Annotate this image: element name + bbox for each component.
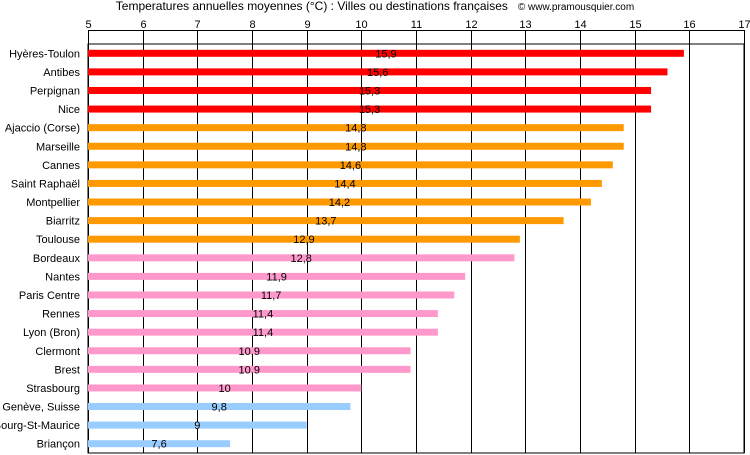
bar — [88, 86, 652, 94]
category-label: Biarritz — [46, 216, 80, 228]
bar — [88, 328, 438, 336]
value-label: 15,6 — [367, 67, 388, 79]
bar — [88, 310, 438, 318]
bar — [88, 291, 455, 299]
x-tick-label: 7 — [194, 19, 200, 31]
value-label: 10,9 — [239, 346, 260, 358]
bar — [88, 68, 668, 76]
value-label: 11,9 — [266, 271, 287, 283]
category-label: Perpignan — [30, 85, 80, 97]
x-tick-label: 15 — [629, 19, 641, 31]
bar — [88, 440, 231, 448]
value-label: 9,8 — [212, 402, 227, 414]
bar — [88, 347, 411, 355]
bar — [88, 105, 652, 113]
category-label: Paris Centre — [19, 290, 80, 302]
category-label: Ajaccio (Corse) — [5, 123, 80, 135]
value-label: 9 — [194, 420, 200, 432]
bar — [88, 124, 624, 132]
category-label: Genève, Suisse — [2, 402, 80, 414]
x-tick-label: 5 — [85, 19, 91, 31]
value-label: 11,4 — [253, 327, 274, 339]
category-label: Briançon — [37, 439, 80, 451]
category-label: Saint Raphaël — [11, 178, 80, 190]
x-tick-label: 12 — [465, 19, 477, 31]
value-label: 14,8 — [345, 123, 366, 135]
x-tick-label: 17 — [738, 19, 750, 31]
bar — [88, 198, 591, 206]
category-label: Toulouse — [36, 234, 80, 246]
bar — [88, 49, 684, 57]
x-tick-label: 6 — [140, 19, 146, 31]
category-label: Antibes — [43, 67, 80, 79]
bar — [88, 161, 613, 169]
value-label: 11,7 — [261, 290, 282, 302]
bar — [88, 142, 624, 150]
bar — [88, 421, 307, 429]
bar — [88, 235, 520, 243]
category-label: Clermont — [35, 346, 80, 358]
value-label: 13,7 — [315, 216, 336, 228]
chart-title-line: Temperatures annuelles moyennes (°C) : V… — [0, 0, 750, 15]
value-label: 11,4 — [253, 309, 274, 321]
bar — [88, 384, 362, 392]
value-label: 14,4 — [334, 178, 355, 190]
bar — [88, 217, 564, 225]
category-label: Nantes — [45, 271, 80, 283]
x-tick-label: 11 — [411, 19, 422, 31]
chart-title: Temperatures annuelles moyennes (°C) : V… — [115, 0, 508, 13]
x-tick-label: 14 — [574, 19, 586, 31]
bar — [88, 365, 411, 373]
x-tick-label: 16 — [683, 19, 695, 31]
value-label: 14,6 — [340, 160, 361, 172]
value-label: 15,3 — [359, 104, 380, 116]
category-label: Hyères-Toulon — [9, 48, 80, 60]
category-label: Bordeaux — [33, 253, 81, 265]
category-label: Strasbourg — [26, 383, 80, 395]
x-tick-label: 8 — [249, 19, 255, 31]
value-label: 12,8 — [290, 253, 311, 265]
value-label: 7,6 — [151, 439, 166, 451]
value-label: 14,2 — [329, 197, 350, 209]
category-label: Bourg-St-Maurice — [0, 420, 80, 432]
value-label: 14,8 — [345, 141, 366, 153]
value-label: 10 — [219, 383, 231, 395]
category-label: Brest — [54, 364, 80, 376]
x-tick-label: 13 — [519, 19, 531, 31]
bar — [88, 179, 602, 187]
value-label: 10,9 — [239, 364, 260, 376]
value-label: 12,9 — [293, 234, 314, 246]
value-label: 15,3 — [359, 85, 380, 97]
bar — [88, 254, 515, 262]
category-label: Nice — [58, 104, 80, 116]
value-label: 15,9 — [375, 48, 396, 60]
category-label: Montpellier — [26, 197, 80, 209]
bar — [88, 272, 466, 280]
chart-credit: © www.pramousquier.com — [517, 2, 635, 13]
category-label: Cannes — [42, 160, 80, 172]
category-label: Lyon (Bron) — [23, 327, 80, 339]
category-label: Rennes — [42, 309, 80, 321]
x-tick-label: 10 — [355, 19, 367, 31]
bar — [88, 403, 351, 411]
category-label: Marseille — [36, 141, 80, 153]
x-tick-label: 9 — [304, 19, 310, 31]
